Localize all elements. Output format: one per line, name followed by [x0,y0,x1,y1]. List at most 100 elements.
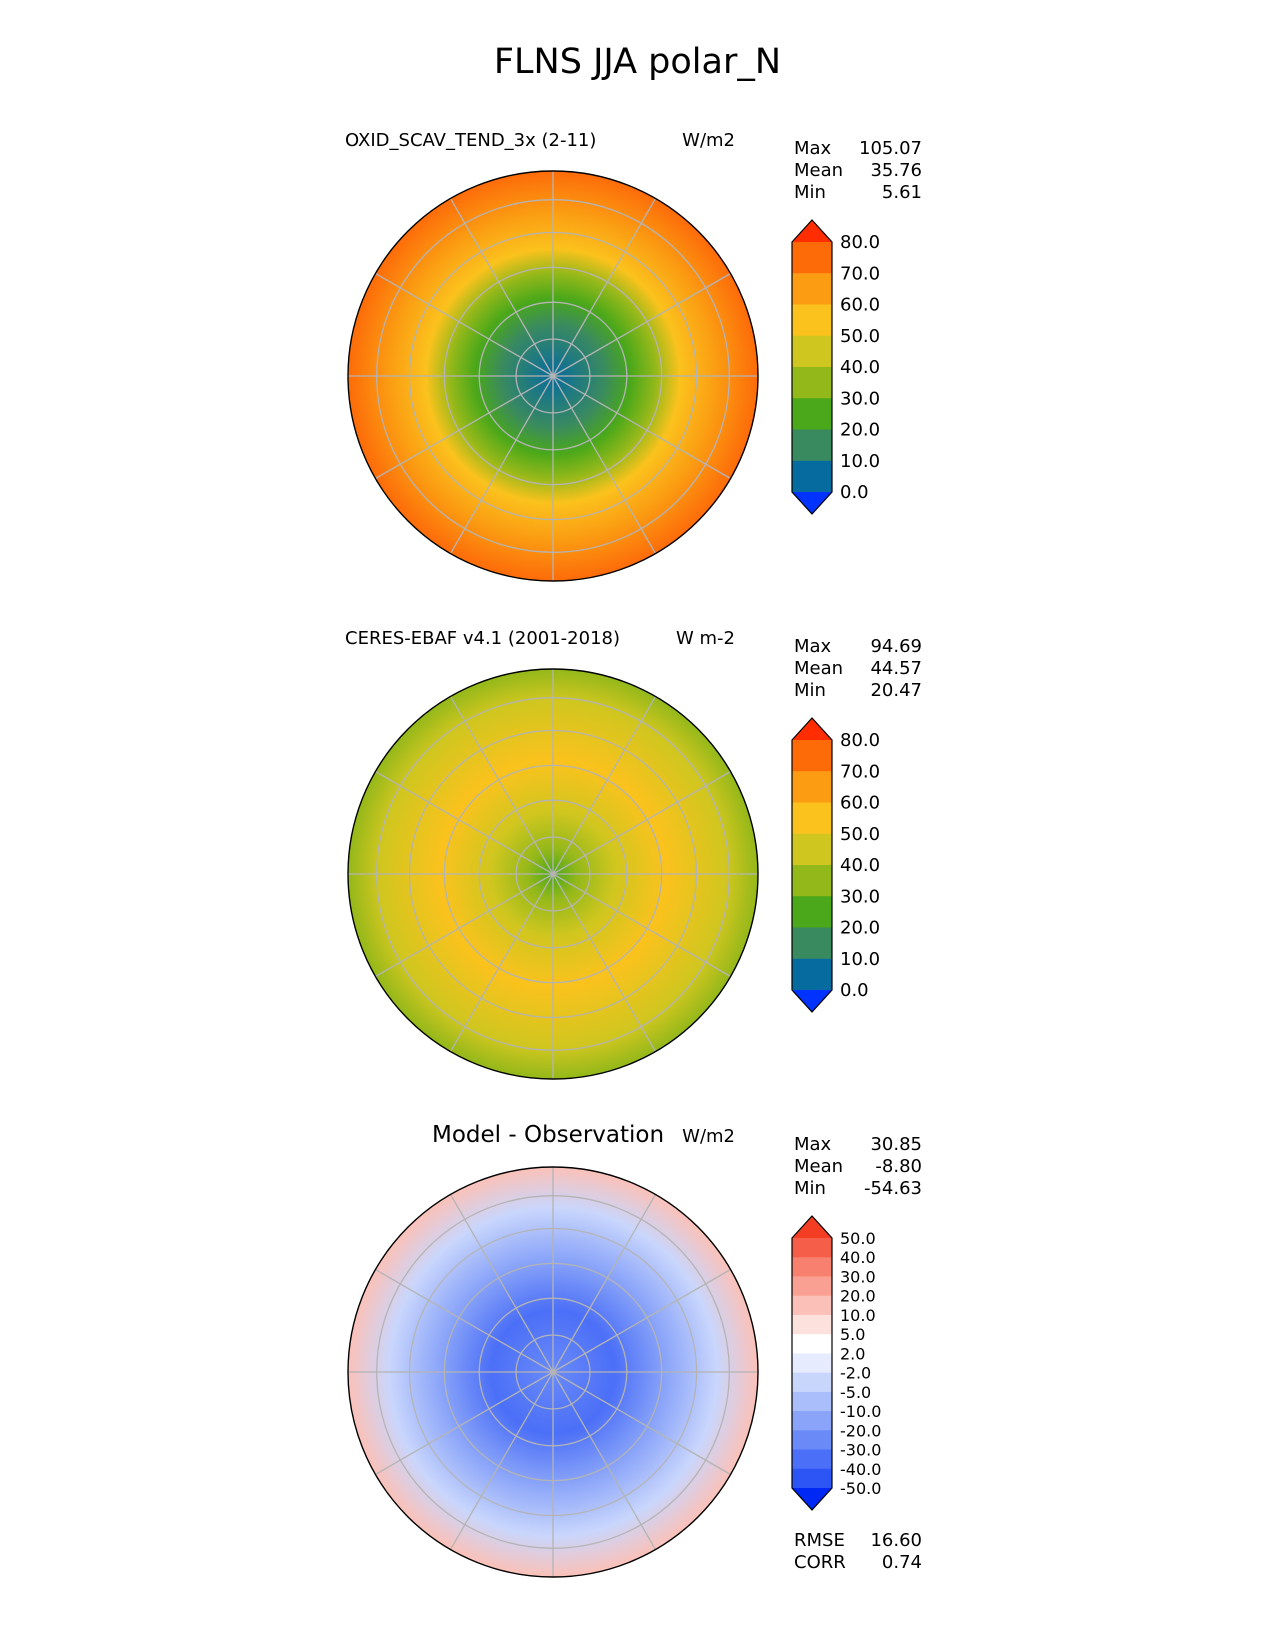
colorbar-tick-label: 30.0 [840,886,880,907]
polar-map [347,1166,759,1578]
graticule [348,669,758,1079]
colorbar-tick-label: 10.0 [840,451,880,472]
meridian-line [449,873,554,1052]
meridian-line [552,696,657,875]
colorbar-tick-label: 20.0 [840,420,880,441]
colorbar-tick-label: 10.0 [840,949,880,970]
colorbar-extend-max [792,220,832,242]
colorbar-tick-label: 40.0 [840,855,880,876]
units-label: W/m2 [682,130,735,151]
meridian-line [552,1194,657,1373]
colorbar-tick-label: 70.0 [840,761,880,782]
stat-mean: -8.80 [875,1156,922,1177]
colorbar-segment [792,1449,832,1470]
panel-title: OXID_SCAV_TEND_3x (2-11) [345,130,597,151]
colorbar-tick-label: 40.0 [840,357,880,378]
colorbar-tick-label: 50.0 [840,1229,876,1248]
colorbar-segment [792,429,832,462]
colorbar-segment [792,1314,832,1335]
colorbar-segment [792,1353,832,1374]
colorbar-extend-min [792,492,832,514]
colorbar-tick-label: -5.0 [840,1383,871,1402]
colorbar-tick-label: 50.0 [840,824,880,845]
colorbar-tick-label: 20.0 [840,1287,876,1306]
page-title: FLNS JJA polar_N [493,42,782,82]
colorbar-tick-label: -10.0 [840,1402,881,1421]
stat-label-min: Min [794,680,826,701]
stat-min: 20.47 [870,680,922,701]
colorbar-segment [792,460,832,493]
graticule [348,1167,758,1577]
colorbar-tick-label: 2.0 [840,1344,865,1363]
stat-rmse: 16.60 [870,1530,922,1551]
colorbar-segment [792,242,832,274]
colorbar-tick-label: 20.0 [840,918,880,939]
meridian-line [552,1371,731,1476]
colorbar-extend-max [792,718,832,740]
colorbar-segment [792,865,832,897]
meridian-line [449,1371,554,1550]
stats-box: Max 94.69 Mean 44.57 Min 20.47 [794,636,922,702]
stat-label-min: Min [794,182,826,203]
stat-label-corr: CORR [794,1552,846,1573]
meridian-line [375,272,554,377]
stat-mean: 44.57 [870,658,922,679]
colorbar-segment [792,927,832,960]
colorbar-segment [792,1372,832,1393]
colorbar-tick-label: -40.0 [840,1460,881,1479]
meridian-line [552,1371,657,1550]
colorbar-outline [791,219,833,515]
polar-map [347,170,759,582]
map-boundary [347,1166,759,1578]
meridian-line [552,272,731,377]
colorbar-tick-label: 30.0 [840,388,880,409]
colorbar-segment [792,771,832,803]
map-boundary [347,170,759,582]
stat-label-mean: Mean [794,160,844,181]
colorbar-tick-label: 80.0 [840,232,880,253]
colorbar-segment [792,896,832,928]
colorbar: 0.0 10.0 20.0 30.0 40.0 50.0 60.0 70.0 80.0 [791,717,880,1013]
meridian-line [375,375,554,480]
units-label: W m-2 [675,628,735,649]
meridian-line [375,1268,554,1373]
colorbar-segment [792,958,832,991]
colorbar-tick-label: 70.0 [840,263,880,284]
colorbar-segment [792,367,832,399]
colorbar-tick-label: -30.0 [840,1441,881,1460]
meridian-line [375,770,554,875]
meridian-line [552,873,657,1052]
meridian-line [552,198,657,377]
colorbar: 0.0 10.0 20.0 30.0 40.0 50.0 60.0 70.0 80.0 [791,219,880,515]
panel-title: CERES-EBAF v4.1 (2001-2018) [345,628,621,649]
stat-min: -54.63 [863,1178,922,1199]
colorbar-extend-min [792,1488,832,1510]
meridian-line [375,873,554,978]
colorbar-segment [792,398,832,430]
colorbar-tick-label: 60.0 [840,295,880,316]
colorbar-tick-label: -20.0 [840,1421,881,1440]
colorbar-tick-label: 80.0 [840,730,880,751]
colorbar-segment [792,1391,832,1412]
stat-label-mean: Mean [794,658,844,679]
stat-label-rmse: RMSE [794,1530,845,1551]
meridian-line [449,375,554,554]
colorbar-segment [792,833,832,866]
meridian-line [552,375,657,554]
meridian-line [552,375,731,480]
meridian-line [375,1371,554,1476]
colorbar-tick-label: 5.0 [840,1325,865,1344]
units-label: W/m2 [682,1126,735,1147]
stat-corr: 0.74 [881,1552,922,1573]
colorbar-tick-label: 60.0 [840,793,880,814]
colorbar-tick-label: 30.0 [840,1267,876,1286]
colorbar-tick-label: 0.0 [840,980,869,1001]
colorbar-outline [791,717,833,1013]
colorbar-segment [792,304,832,337]
stat-label-mean: Mean [794,1156,844,1177]
colorbar-extend-min [792,990,832,1012]
colorbar: -50.0-40.0-30.0-20.0-10.0-5.0-2.02.05.01… [791,1215,881,1511]
colorbar-segment [792,802,832,835]
meridian-line [552,770,731,875]
colorbar-extend-max [792,1216,832,1238]
